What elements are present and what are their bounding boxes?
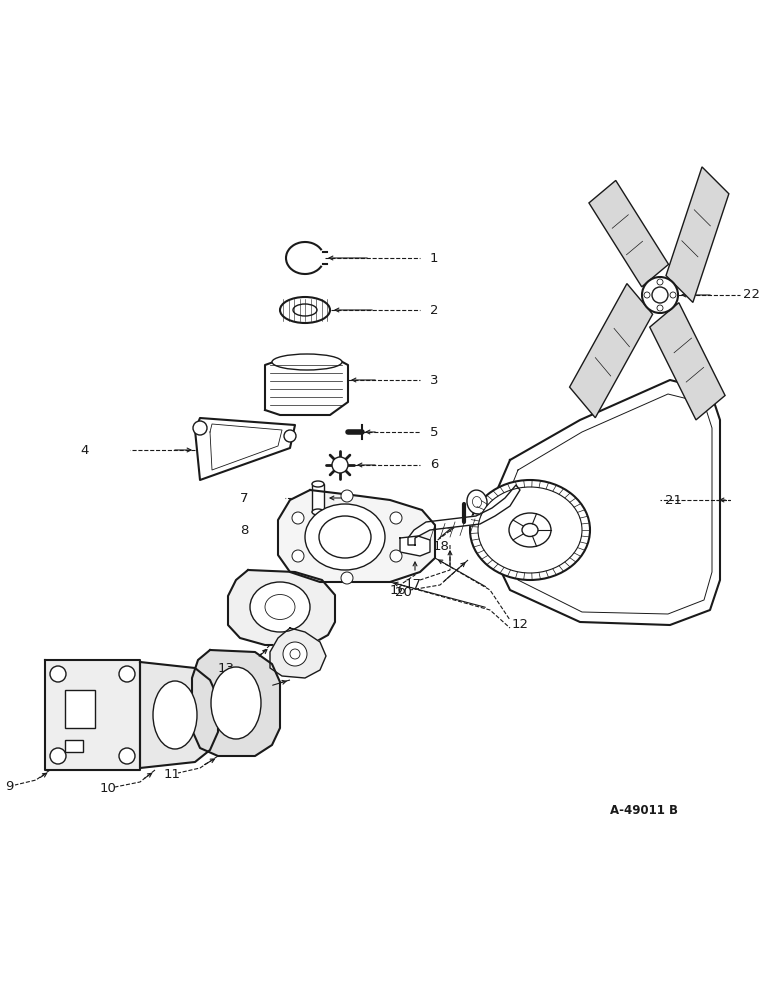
Circle shape [292,550,304,562]
Text: 9: 9 [5,780,13,794]
Circle shape [119,666,135,682]
Circle shape [284,430,296,442]
Ellipse shape [153,681,197,749]
Text: 2: 2 [430,304,438,316]
Bar [65,690,95,728]
Text: A-49011 B: A-49011 B [610,804,678,816]
Bar [312,484,324,512]
Bar [65,740,83,752]
Ellipse shape [470,480,590,580]
Circle shape [290,649,300,659]
Polygon shape [498,380,720,625]
Text: 20: 20 [395,585,412,598]
Ellipse shape [478,487,582,573]
Polygon shape [666,167,729,302]
Ellipse shape [467,490,487,514]
Polygon shape [45,660,140,770]
Text: 7: 7 [240,491,249,504]
Text: 5: 5 [430,426,438,438]
Circle shape [119,748,135,764]
Circle shape [50,666,66,682]
Text: 17: 17 [405,578,422,591]
Polygon shape [570,284,652,418]
Polygon shape [278,490,435,582]
Text: 13: 13 [218,662,235,674]
Circle shape [292,512,304,524]
Circle shape [642,277,678,313]
Ellipse shape [472,497,482,507]
Ellipse shape [305,504,385,570]
Ellipse shape [522,524,538,536]
Text: 1: 1 [430,251,438,264]
Polygon shape [400,536,430,556]
Text: 6: 6 [430,458,438,472]
Text: 16: 16 [390,584,407,596]
Circle shape [193,421,207,435]
Polygon shape [408,485,520,545]
Text: 8: 8 [240,524,249,536]
Text: 12: 12 [512,618,529,632]
Text: 19: 19 [509,495,526,508]
Text: 22: 22 [743,288,760,302]
Circle shape [341,490,353,502]
Text: 10: 10 [100,782,117,796]
Circle shape [50,748,66,764]
Text: 11: 11 [164,768,181,782]
Circle shape [657,279,663,285]
Circle shape [332,457,348,473]
Ellipse shape [509,513,551,547]
Ellipse shape [211,667,261,739]
Ellipse shape [265,594,295,619]
Text: 21: 21 [665,493,682,506]
Circle shape [341,572,353,584]
Polygon shape [192,650,280,756]
Ellipse shape [319,516,371,558]
Circle shape [390,512,402,524]
Polygon shape [270,628,326,678]
Polygon shape [228,570,335,645]
Text: 14: 14 [228,682,245,694]
Text: 4: 4 [80,444,88,456]
Bar [310,524,326,536]
Polygon shape [589,180,669,287]
Circle shape [644,292,650,298]
Ellipse shape [293,304,317,316]
Ellipse shape [250,582,310,632]
Circle shape [652,287,668,303]
Polygon shape [650,303,725,420]
Circle shape [670,292,676,298]
Text: 18: 18 [433,540,450,554]
Polygon shape [140,662,218,768]
Circle shape [657,305,663,311]
Polygon shape [195,418,295,480]
Ellipse shape [312,509,324,515]
Text: 3: 3 [430,373,438,386]
Ellipse shape [280,297,330,323]
Circle shape [390,550,402,562]
Circle shape [283,642,307,666]
Ellipse shape [312,481,324,487]
Ellipse shape [272,354,342,370]
Polygon shape [265,358,348,415]
